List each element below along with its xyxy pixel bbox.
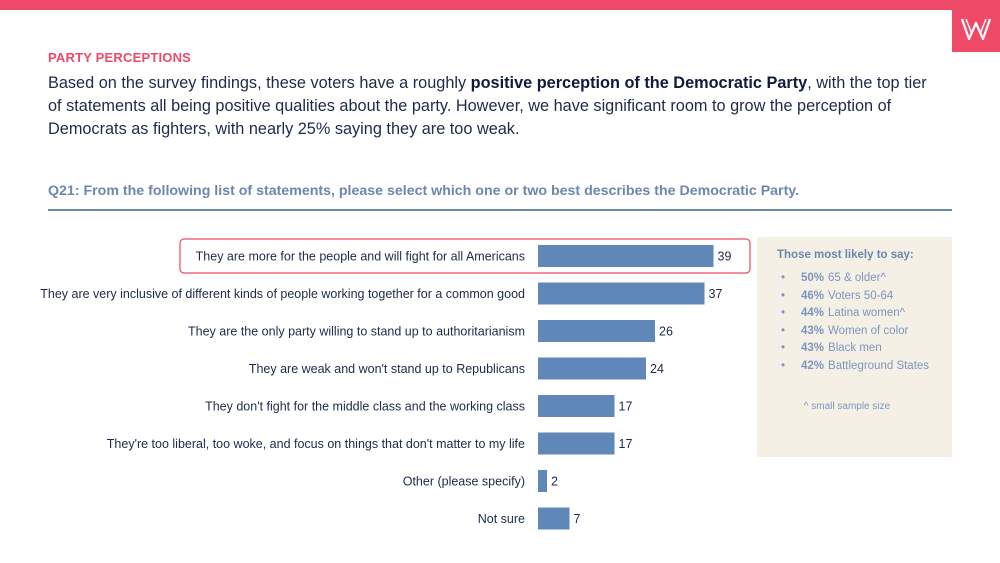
sample-size-note: ^ small sample size [803, 401, 891, 412]
bar [538, 357, 646, 380]
category-label: Not sure [478, 512, 525, 526]
section-label: PARTY PERCEPTIONS [48, 50, 192, 65]
intro-text: Based on the survey findings, these vote… [48, 74, 471, 92]
list-item: • 42% Battleground States [777, 358, 947, 376]
intro-text-rest: , with the top tier of statements all be… [48, 74, 927, 138]
value-label: 24 [650, 362, 664, 376]
category-label: They don't fight for the middle class an… [205, 400, 525, 414]
list-item: • 46% Voters 50-64 [777, 288, 947, 306]
logo-mark-icon [960, 18, 992, 41]
list-item: • 43% Black men [777, 340, 947, 358]
value-label: 2 [551, 475, 558, 489]
top-accent-bar [0, 0, 1000, 10]
divider [48, 209, 952, 211]
list-item: • 43% Women of color [777, 323, 947, 341]
brand-logo [952, 6, 1000, 52]
bullet-icon: • [781, 342, 786, 354]
item-percent: 46% [801, 289, 825, 302]
category-label: They are weak and won't stand up to Repu… [249, 362, 525, 376]
value-label: 26 [659, 325, 673, 339]
category-label: They are more for the people and will fi… [196, 250, 525, 264]
side-panel: Those most likely to say: • 50% 65 & older… [757, 237, 952, 457]
bullet-icon: • [781, 272, 786, 284]
bar-chart: They are more for the people and will fi… [40, 238, 751, 530]
item-label: Voters 50-64 [828, 289, 894, 302]
category-label: They are very inclusive of different kin… [40, 287, 525, 301]
item-percent: 43% [801, 324, 825, 337]
bullet-icon: • [781, 289, 786, 302]
value-label: 39 [718, 250, 732, 264]
bullet-icon: • [781, 324, 786, 337]
bar [538, 432, 615, 455]
item-label: 65 & older^ [828, 272, 886, 284]
item-percent: 43% [801, 342, 825, 354]
bar [538, 282, 705, 305]
intro-paragraph: Based on the survey findings, these vote… [48, 72, 928, 141]
value-label: 37 [709, 287, 723, 301]
item-label: Battleground States [828, 359, 930, 372]
item-label: Women of color [828, 324, 909, 337]
bar [538, 245, 714, 267]
item-label: Latina women^ [828, 307, 906, 319]
bullet-icon: • [781, 307, 786, 319]
category-label: They're too liberal, too woke, and focus… [107, 437, 525, 451]
category-label: They are the only party willing to stand… [188, 325, 525, 339]
side-panel-title: Those most likely to say: [777, 249, 914, 261]
bar [538, 507, 570, 530]
bar [538, 320, 655, 342]
highlight-box [179, 238, 751, 274]
bullet-icon: • [781, 359, 786, 372]
list-item: • 44% Latina women^ [777, 305, 947, 323]
question-title: Q21: From the following list of statemen… [48, 183, 800, 199]
item-percent: 44% [801, 307, 825, 319]
value-label: 7 [574, 512, 581, 526]
intro-emphasis: positive perception of the Democratic Pa… [470, 74, 808, 92]
value-label: 17 [619, 400, 633, 414]
item-percent: 50% [801, 272, 825, 284]
item-percent: 42% [801, 359, 825, 372]
list-item: • 50% 65 & older^ [777, 270, 947, 288]
item-label: Black men [828, 342, 882, 354]
category-label: Other (please specify) [403, 475, 525, 489]
bar [538, 395, 615, 417]
value-label: 17 [619, 437, 633, 451]
bar [538, 470, 547, 492]
demographic-list: • 50% 65 & older^ • 46% Voters 50-64 • 44% Lat… [777, 270, 947, 375]
